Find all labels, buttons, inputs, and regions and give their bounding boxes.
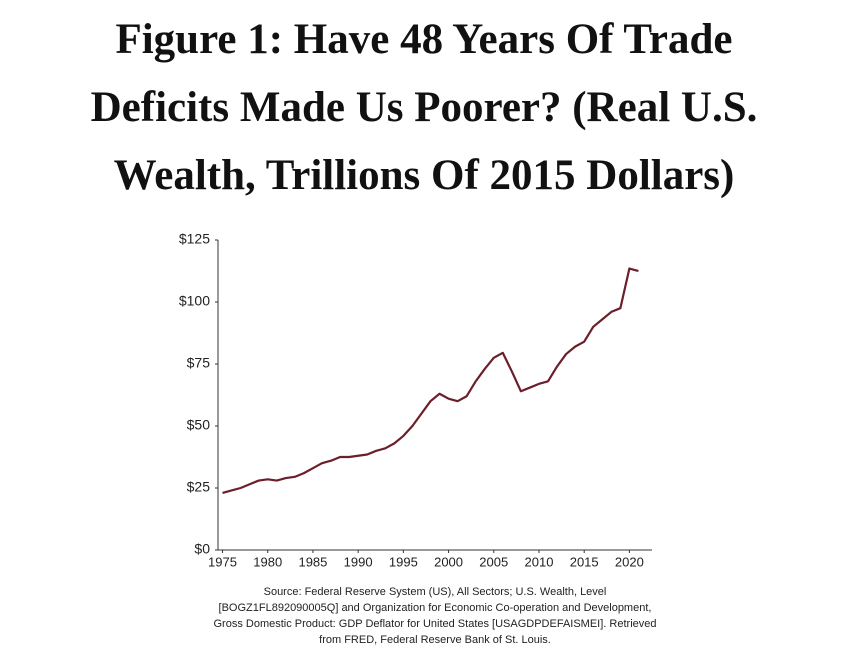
y-tick-label: $125: [179, 231, 210, 247]
x-tick-label: 1980: [253, 554, 282, 569]
x-tick-label: 2015: [570, 554, 599, 569]
x-tick-label: 1985: [298, 554, 327, 569]
x-tick-label: 2000: [434, 554, 463, 569]
x-tick-label: 2005: [479, 554, 508, 569]
x-tick-label: 2020: [615, 554, 644, 569]
y-tick-label: $50: [187, 417, 211, 433]
x-tick-label: 2010: [525, 554, 554, 569]
chart-title: Figure 1: Have 48 Years Of Trade Deficit…: [90, 16, 758, 199]
y-tick-label: $100: [179, 293, 210, 309]
x-tick-label: 1995: [389, 554, 418, 569]
x-tick-label: 1975: [208, 554, 237, 569]
y-tick-label: $25: [187, 479, 211, 495]
y-tick-label: $0: [194, 541, 210, 557]
x-tick-label: 1990: [344, 554, 373, 569]
data-line: [222, 267, 639, 495]
y-tick-label: $75: [187, 355, 211, 371]
source-note: Source: Federal Reserve System (US), All…: [213, 586, 657, 646]
